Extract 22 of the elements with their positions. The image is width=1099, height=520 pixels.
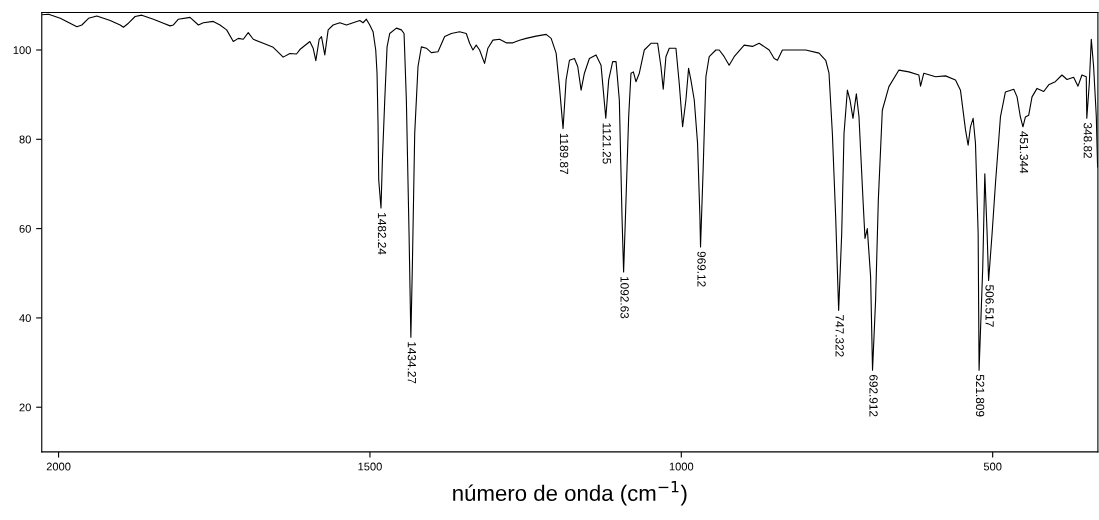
y-tick-label: 40 — [19, 314, 31, 323]
y-tick-label: 100 — [13, 46, 31, 55]
x-axis-title: número de onda (cm$^{−1}$) — [453, 480, 687, 506]
y-tick-label: 80 — [19, 135, 31, 144]
annotation: 692.912 — [869, 374, 878, 417]
annotation: 1434.27 — [407, 342, 417, 384]
x-tick-label: 2000 — [46, 462, 71, 471]
annotation: 1189.87 — [559, 133, 569, 174]
x-tick-label: 1500 — [358, 462, 382, 471]
annotation: 451.344 — [1019, 131, 1029, 174]
y-tick-label: 60 — [19, 224, 31, 233]
y-tick-label: 20 — [19, 403, 31, 412]
annotation: 1092.63 — [620, 276, 629, 319]
annotation: 506.517 — [985, 285, 994, 327]
annotation: 348.82 — [1083, 122, 1092, 158]
annotation: 521.809 — [975, 374, 985, 417]
x-tick-label: 1000 — [669, 462, 694, 471]
annotation: 747.322 — [835, 315, 844, 357]
annotation: 1482.24 — [377, 213, 387, 255]
annotation: 1121.25 — [602, 123, 611, 164]
x-tick-label: 500 — [983, 462, 1002, 471]
annotation: 969.12 — [697, 251, 706, 287]
